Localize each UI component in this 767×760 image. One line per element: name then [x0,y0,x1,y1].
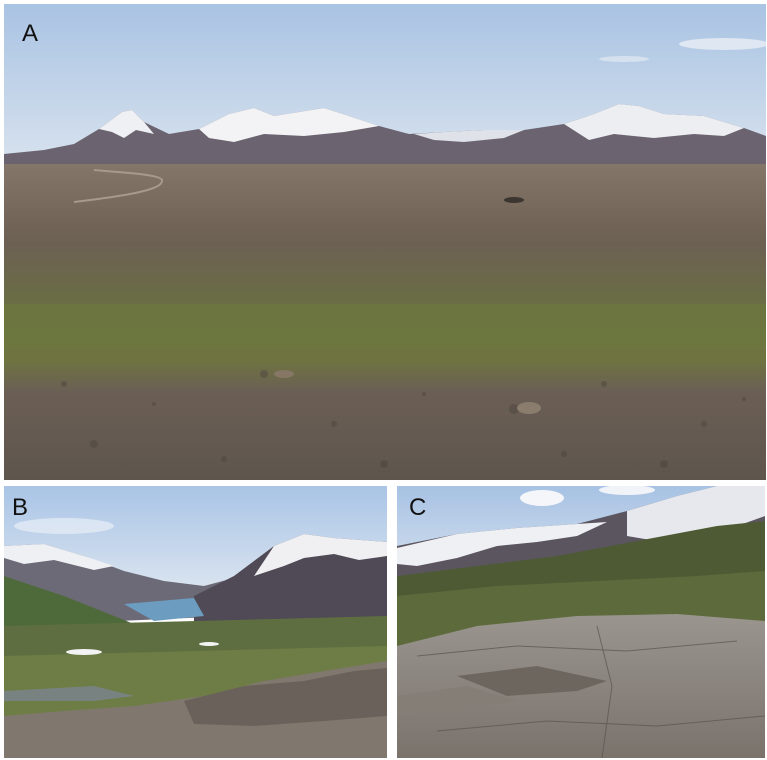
photo-panel-b: B [4,486,387,758]
fjord-valley-photo [4,486,387,758]
panel-label-c: C [409,494,427,521]
mountain-right [194,534,387,626]
panel-label-b: B [12,494,29,521]
rocky-slope-photo [397,486,765,758]
photo-panel-c: C [397,486,765,758]
panel-label-a: A [22,20,39,47]
boulder [517,402,541,414]
fjord-water [124,598,204,621]
plateau-landscape-photo [4,4,766,480]
photo-panel-a: A [4,4,766,480]
